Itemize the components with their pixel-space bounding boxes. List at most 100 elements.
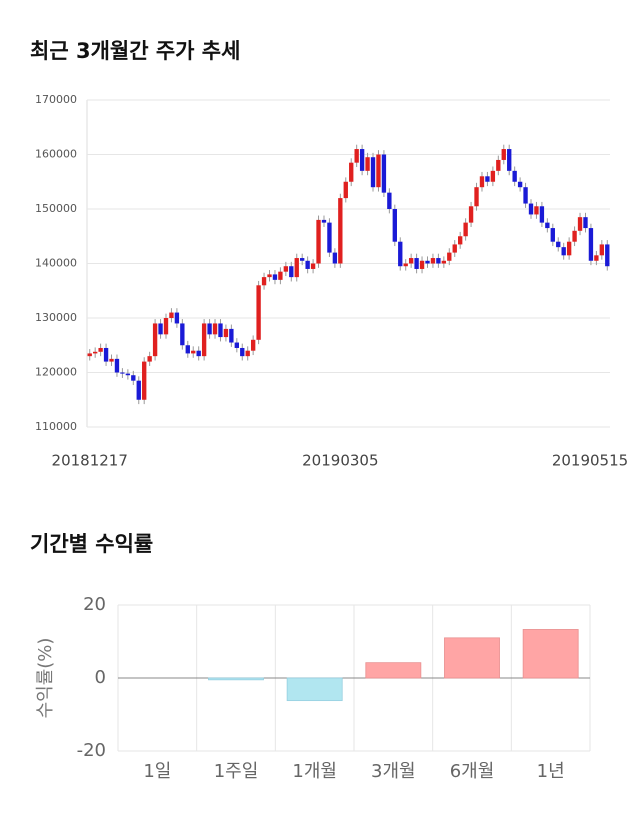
candle-body xyxy=(425,260,430,264)
candle-body xyxy=(131,375,136,381)
candle-body xyxy=(419,260,425,269)
candle-body xyxy=(158,323,163,335)
candle-body xyxy=(474,187,479,207)
candle-body xyxy=(447,252,452,261)
candle-body xyxy=(327,222,332,253)
candle-body xyxy=(114,358,120,373)
x-tick-label: 1일 xyxy=(143,761,171,782)
candle-body xyxy=(338,198,343,264)
x-tick-label: 20190305 xyxy=(302,452,378,470)
candle-body xyxy=(566,241,572,256)
candle-body xyxy=(441,260,447,264)
candle-body xyxy=(120,372,125,374)
candle-body xyxy=(240,347,245,357)
candle-body xyxy=(163,318,169,335)
candle-body xyxy=(109,358,114,362)
candle-body xyxy=(387,192,392,209)
y-tick-label: 120000 xyxy=(35,366,77,379)
bar xyxy=(365,662,422,679)
candle-body xyxy=(136,380,141,400)
candle-body xyxy=(414,258,419,269)
candle-body xyxy=(180,323,185,346)
candle-body xyxy=(599,244,605,256)
candle-body xyxy=(321,219,327,223)
candle-body xyxy=(201,323,207,357)
candle-body xyxy=(605,244,610,267)
candle-body xyxy=(370,157,376,188)
candle-body xyxy=(234,342,239,348)
candle-body xyxy=(452,244,457,253)
y-axis-label: 수익률(%) xyxy=(35,638,56,719)
candle-body xyxy=(250,339,256,351)
x-tick-label: 20190515 xyxy=(552,452,628,470)
candle-body xyxy=(300,258,305,261)
candle-body xyxy=(267,274,272,278)
candle-body xyxy=(430,258,436,264)
candle-body xyxy=(98,347,103,352)
candle-body xyxy=(261,277,267,286)
candle-body xyxy=(365,157,370,171)
candle-body xyxy=(174,312,180,324)
candle-body xyxy=(517,181,523,188)
candle-body xyxy=(588,228,594,261)
x-tick-label: 1년 xyxy=(537,761,565,782)
candle-body xyxy=(147,356,152,362)
candle-body xyxy=(294,258,299,278)
y-tick-label: 0 xyxy=(95,667,106,688)
candle-body xyxy=(87,353,92,357)
candle-body xyxy=(103,347,109,362)
candle-body xyxy=(289,266,294,278)
candle-body xyxy=(392,209,397,242)
candle-body xyxy=(218,323,223,338)
chart-title: 최근 3개월간 주가 추세 xyxy=(30,39,240,63)
candle-body xyxy=(463,222,468,237)
candle-body xyxy=(245,350,250,357)
candle-body xyxy=(343,181,348,199)
candle-body xyxy=(403,263,408,267)
candle-body xyxy=(583,217,588,229)
candle-body xyxy=(539,206,545,223)
candle-body xyxy=(594,255,599,261)
candle-body xyxy=(125,373,131,376)
candle-body xyxy=(207,323,212,335)
candle-body xyxy=(272,274,278,280)
candle-body xyxy=(305,260,310,269)
candle-body xyxy=(408,258,414,264)
candle-body xyxy=(545,222,550,229)
candle-body xyxy=(191,350,196,354)
x-tick-label: 3개월 xyxy=(371,761,416,782)
candle-body xyxy=(436,258,441,264)
candle-body xyxy=(332,252,338,264)
candle-body xyxy=(534,206,539,215)
y-tick-label: 110000 xyxy=(35,420,77,433)
x-tick-label: 1개월 xyxy=(292,761,337,782)
candle-body xyxy=(229,328,234,343)
candle-body xyxy=(398,241,403,267)
candle-body xyxy=(354,149,359,163)
candle-body xyxy=(142,361,147,400)
candle-body xyxy=(92,351,98,354)
candle-body xyxy=(512,170,517,182)
candle-body xyxy=(496,159,501,171)
bar xyxy=(522,629,579,679)
candle-body xyxy=(550,228,555,242)
candle-body xyxy=(528,203,534,215)
candle-body xyxy=(359,149,365,171)
candle-body xyxy=(458,236,463,245)
bar xyxy=(208,677,264,681)
y-tick-label: 160000 xyxy=(35,148,77,161)
candle-body xyxy=(278,271,283,280)
candle-body xyxy=(223,328,229,338)
y-tick-label: 170000 xyxy=(35,93,77,106)
y-tick-label: 130000 xyxy=(35,311,77,324)
candle-body xyxy=(572,230,577,242)
candle-body xyxy=(256,285,261,340)
candle-body xyxy=(507,149,512,171)
candle-body xyxy=(152,323,158,357)
candle-body xyxy=(310,263,316,269)
chart-title: 기간별 수익률 xyxy=(30,532,153,556)
candle-body xyxy=(185,345,190,354)
candle-body xyxy=(468,206,474,223)
bar xyxy=(444,637,500,679)
